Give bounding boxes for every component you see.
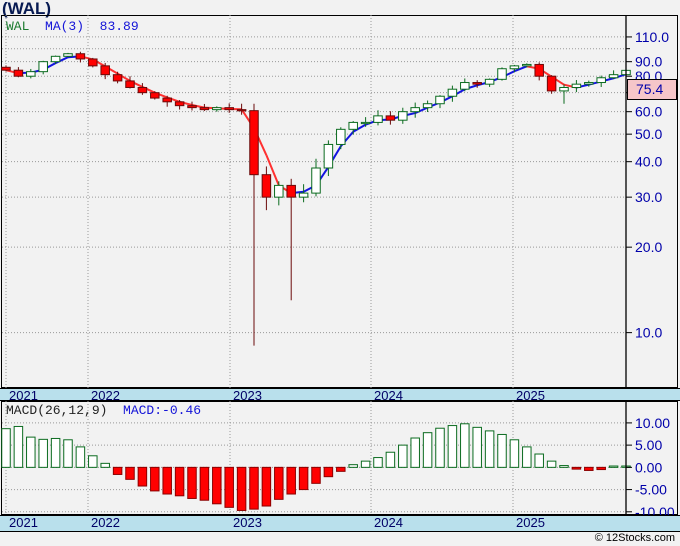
svg-text:2022: 2022	[91, 516, 120, 530]
svg-text:2025: 2025	[516, 516, 545, 530]
svg-text:2024: 2024	[374, 516, 403, 530]
svg-text:2023: 2023	[233, 516, 262, 530]
svg-text:2021: 2021	[9, 516, 38, 530]
